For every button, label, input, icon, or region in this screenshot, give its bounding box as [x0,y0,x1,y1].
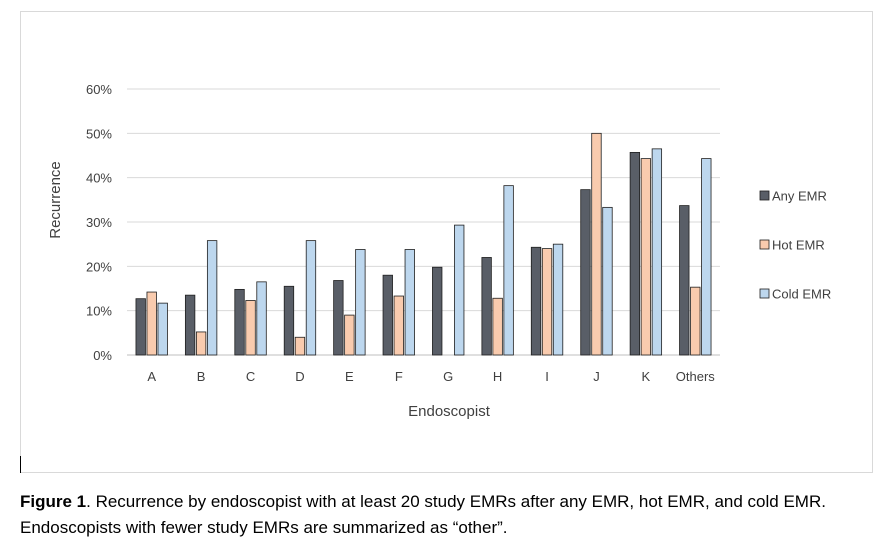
bar [245,300,256,356]
y-tick-label: 40% [86,171,112,186]
bars [135,132,712,356]
x-tick-label: G [443,369,453,384]
chart-frame [20,11,873,473]
bar [690,286,701,356]
x-tick-label: J [593,369,600,384]
bar [355,249,366,356]
bar [503,185,514,356]
text-cursor [20,456,21,473]
legend-swatch [759,239,770,250]
bar [333,280,344,356]
bar [135,298,146,356]
y-axis-ticks: 0% 10% 20% 30% 40% 50% 60% [86,82,112,363]
bar [206,240,218,356]
x-tick-label: F [395,369,403,384]
y-axis-title: Recurrence [47,161,64,239]
bar [541,248,553,356]
y-tick-label: 0% [93,348,112,363]
bar [184,294,196,356]
bar [256,281,267,356]
legend-swatch [759,288,770,299]
bar [294,336,306,356]
gridlines [127,88,720,356]
x-tick-label: C [246,369,255,384]
bar [393,295,404,356]
x-tick-label: D [295,369,304,384]
bar [629,151,641,356]
x-tick-label: A [147,369,156,384]
legend-label: Any EMR [772,189,827,204]
y-tick-label: 30% [86,215,112,230]
x-tick-label: H [493,369,502,384]
bar [195,331,207,356]
bar-chart: 0% 10% 20% 30% 40% 50% 60% A B C D E F G H I J K Others E… [47,82,831,420]
x-axis-title: Endoscopist [408,403,491,420]
y-tick-label: 60% [86,82,112,97]
bar [382,274,393,356]
bar [640,158,652,356]
bar [591,132,602,356]
legend-label: Hot EMR [772,238,825,253]
bar [344,314,355,356]
y-tick-label: 20% [86,259,112,274]
bar [157,302,168,356]
bar [679,205,690,356]
bar [602,206,613,356]
legend-label: Cold EMR [772,287,831,302]
bar [701,158,712,356]
x-tick-label: Others [676,369,716,384]
bar [580,189,591,356]
x-axis-ticks: A B C D E F G H I J K Others [147,369,715,384]
bar [530,246,542,356]
bar [305,240,317,356]
bar [283,285,295,356]
figure-caption: Figure 1. Recurrence by endoscopist with… [20,489,880,541]
x-tick-label: E [345,369,354,384]
bar [404,249,415,356]
legend-swatch [759,190,770,201]
figure-label: Figure 1 [20,492,87,511]
bar [146,291,157,356]
bar [234,288,245,356]
figure-caption-text: . Recurrence by endoscopist with at leas… [20,492,826,537]
bar [432,266,443,356]
y-tick-label: 50% [86,126,112,141]
x-tick-label: I [545,369,549,384]
bar [552,243,564,356]
bar [492,297,503,356]
bar [651,148,663,356]
bar [481,257,492,356]
bar [454,224,465,356]
x-tick-label: B [197,369,206,384]
y-tick-label: 10% [86,304,112,319]
x-tick-label: K [642,369,651,384]
legend: Any EMR Hot EMR Cold EMR [759,189,831,302]
